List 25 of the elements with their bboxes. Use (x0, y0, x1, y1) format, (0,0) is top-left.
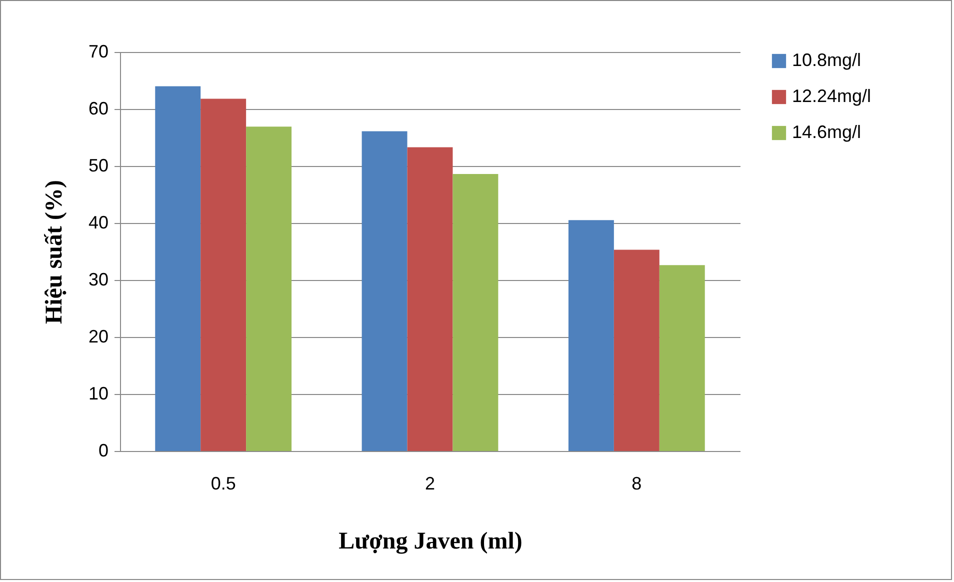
y-axis-title: Hiệu suất (%) (41, 180, 68, 324)
x-tick-label: 0.5 (210, 474, 236, 494)
bar (452, 174, 498, 451)
bar (200, 98, 246, 451)
y-tick-label: 30 (88, 270, 108, 290)
y-tick-label: 10 (88, 384, 108, 404)
bar (362, 131, 408, 451)
legend-label: 12.24mg/l (792, 86, 872, 106)
bar (568, 220, 614, 451)
y-tick-label: 40 (88, 212, 108, 232)
bar (407, 147, 453, 451)
y-tick-label: 20 (88, 326, 108, 346)
bar (659, 265, 705, 451)
x-tick-label: 8 (632, 474, 642, 494)
y-tick-label: 70 (88, 42, 108, 62)
y-tick-label: 50 (88, 156, 108, 176)
bar (614, 250, 660, 451)
x-tick-label: 2 (424, 474, 436, 494)
x-axis-title: Lượng Javen (ml) (338, 528, 522, 554)
bar (246, 126, 292, 451)
y-tick-label: 0 (98, 440, 108, 460)
legend-label: 14.6mg/l (792, 122, 862, 142)
y-tick-label: 60 (88, 98, 108, 118)
legend-label: 10.8mg/l (792, 50, 862, 70)
bar (155, 86, 201, 451)
